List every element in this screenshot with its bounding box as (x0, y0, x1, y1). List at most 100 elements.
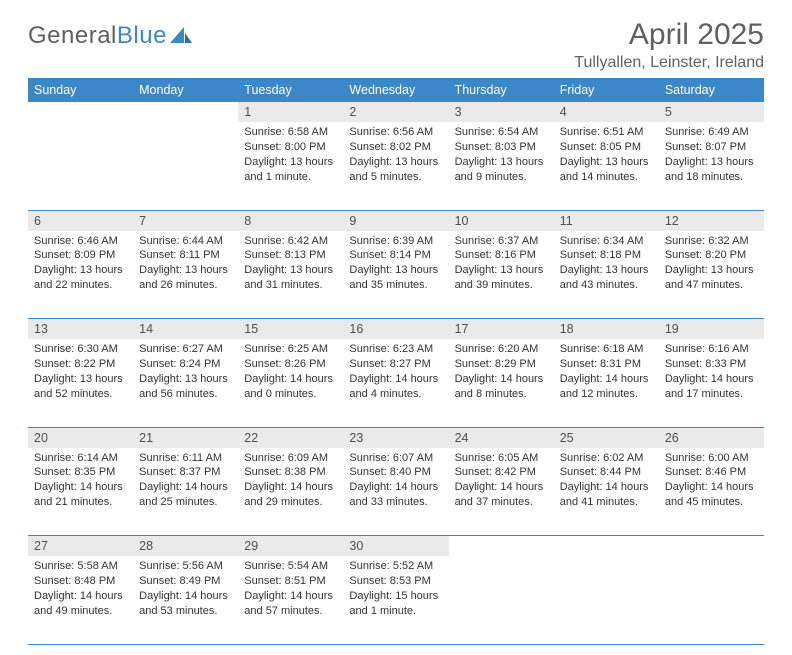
day-number-cell: 24 (449, 427, 554, 448)
day-details: Sunrise: 6:27 AMSunset: 8:24 PMDaylight:… (133, 339, 238, 407)
day-number-cell: 30 (343, 536, 448, 557)
sunrise: Sunrise: 6:51 AM (560, 125, 653, 140)
day-number: 12 (659, 211, 764, 231)
sunrise: Sunrise: 6:44 AM (139, 234, 232, 249)
day-body-cell: Sunrise: 6:37 AMSunset: 8:16 PMDaylight:… (449, 231, 554, 319)
day-details: Sunrise: 6:30 AMSunset: 8:22 PMDaylight:… (28, 339, 133, 407)
sunset: Sunset: 8:38 PM (244, 465, 337, 480)
day-header-row: SundayMondayTuesdayWednesdayThursdayFrid… (28, 78, 764, 102)
day-number: 27 (28, 536, 133, 556)
day-number: 14 (133, 319, 238, 339)
day-details: Sunrise: 6:23 AMSunset: 8:27 PMDaylight:… (343, 339, 448, 407)
day-body-cell: Sunrise: 6:25 AMSunset: 8:26 PMDaylight:… (238, 339, 343, 427)
week-body-row: Sunrise: 5:58 AMSunset: 8:48 PMDaylight:… (28, 556, 764, 644)
daylight: Daylight: 14 hours and 37 minutes. (455, 480, 548, 510)
day-number-cell: 5 (659, 102, 764, 122)
day-details: Sunrise: 6:58 AMSunset: 8:00 PMDaylight:… (238, 122, 343, 190)
sunset: Sunset: 8:05 PM (560, 140, 653, 155)
sunrise: Sunrise: 6:02 AM (560, 451, 653, 466)
day-body-cell: Sunrise: 6:16 AMSunset: 8:33 PMDaylight:… (659, 339, 764, 427)
day-number: 26 (659, 428, 764, 448)
location: Tullyallen, Leinster, Ireland (574, 54, 764, 72)
logo-text-2: Blue (117, 22, 167, 50)
daylight: Daylight: 14 hours and 4 minutes. (349, 372, 442, 402)
day-number: 8 (238, 211, 343, 231)
daylight: Daylight: 13 hours and 43 minutes. (560, 263, 653, 293)
day-details: Sunrise: 6:18 AMSunset: 8:31 PMDaylight:… (554, 339, 659, 407)
day-body-cell: Sunrise: 6:58 AMSunset: 8:00 PMDaylight:… (238, 122, 343, 210)
day-body-cell: Sunrise: 6:07 AMSunset: 8:40 PMDaylight:… (343, 448, 448, 536)
day-body-cell: Sunrise: 6:54 AMSunset: 8:03 PMDaylight:… (449, 122, 554, 210)
sunrise: Sunrise: 6:11 AM (139, 451, 232, 466)
sunrise: Sunrise: 6:34 AM (560, 234, 653, 249)
day-body-cell: Sunrise: 5:54 AMSunset: 8:51 PMDaylight:… (238, 556, 343, 644)
logo-sail-icon (170, 25, 192, 45)
day-number-cell: 12 (659, 210, 764, 231)
day-body-cell: Sunrise: 6:23 AMSunset: 8:27 PMDaylight:… (343, 339, 448, 427)
day-body-cell: Sunrise: 6:20 AMSunset: 8:29 PMDaylight:… (449, 339, 554, 427)
day-number: 24 (449, 428, 554, 448)
day-details: Sunrise: 6:00 AMSunset: 8:46 PMDaylight:… (659, 448, 764, 516)
day-body-cell: Sunrise: 6:46 AMSunset: 8:09 PMDaylight:… (28, 231, 133, 319)
sunset: Sunset: 8:49 PM (139, 574, 232, 589)
daylight: Daylight: 13 hours and 22 minutes. (34, 263, 127, 293)
daylight: Daylight: 13 hours and 52 minutes. (34, 372, 127, 402)
day-number: 28 (133, 536, 238, 556)
day-body-cell: Sunrise: 6:09 AMSunset: 8:38 PMDaylight:… (238, 448, 343, 536)
sunrise: Sunrise: 5:58 AM (34, 559, 127, 574)
week-daynum-row: 20212223242526 (28, 427, 764, 448)
day-number-cell: 2 (343, 102, 448, 122)
sunrise: Sunrise: 6:39 AM (349, 234, 442, 249)
day-body-cell (554, 556, 659, 644)
day-body-cell: Sunrise: 5:58 AMSunset: 8:48 PMDaylight:… (28, 556, 133, 644)
day-details: Sunrise: 6:54 AMSunset: 8:03 PMDaylight:… (449, 122, 554, 190)
day-header: Tuesday (238, 78, 343, 102)
day-number-cell: 11 (554, 210, 659, 231)
day-details: Sunrise: 6:07 AMSunset: 8:40 PMDaylight:… (343, 448, 448, 516)
day-number-cell: 17 (449, 319, 554, 340)
day-header: Sunday (28, 78, 133, 102)
daylight: Daylight: 14 hours and 45 minutes. (665, 480, 758, 510)
day-body-cell: Sunrise: 6:44 AMSunset: 8:11 PMDaylight:… (133, 231, 238, 319)
day-number: 10 (449, 211, 554, 231)
sunrise: Sunrise: 6:14 AM (34, 451, 127, 466)
sunrise: Sunrise: 6:30 AM (34, 342, 127, 357)
daylight: Daylight: 14 hours and 8 minutes. (455, 372, 548, 402)
day-details: Sunrise: 5:52 AMSunset: 8:53 PMDaylight:… (343, 556, 448, 624)
day-details: Sunrise: 6:16 AMSunset: 8:33 PMDaylight:… (659, 339, 764, 407)
day-header: Friday (554, 78, 659, 102)
day-body-cell: Sunrise: 6:32 AMSunset: 8:20 PMDaylight:… (659, 231, 764, 319)
day-details: Sunrise: 6:14 AMSunset: 8:35 PMDaylight:… (28, 448, 133, 516)
sunset: Sunset: 8:48 PM (34, 574, 127, 589)
day-number-cell: 21 (133, 427, 238, 448)
day-details: Sunrise: 6:46 AMSunset: 8:09 PMDaylight:… (28, 231, 133, 299)
sunset: Sunset: 8:29 PM (455, 357, 548, 372)
day-details: Sunrise: 6:49 AMSunset: 8:07 PMDaylight:… (659, 122, 764, 190)
day-body-cell: Sunrise: 6:14 AMSunset: 8:35 PMDaylight:… (28, 448, 133, 536)
day-number-cell: 1 (238, 102, 343, 122)
daylight: Daylight: 14 hours and 41 minutes. (560, 480, 653, 510)
week-daynum-row: 13141516171819 (28, 319, 764, 340)
day-details: Sunrise: 6:39 AMSunset: 8:14 PMDaylight:… (343, 231, 448, 299)
daylight: Daylight: 13 hours and 26 minutes. (139, 263, 232, 293)
logo: GeneralBlue (28, 22, 192, 50)
day-number: 1 (238, 102, 343, 122)
calendar-page: GeneralBlue April 2025 Tullyallen, Leins… (0, 0, 792, 655)
day-number-cell: 25 (554, 427, 659, 448)
day-details: Sunrise: 6:02 AMSunset: 8:44 PMDaylight:… (554, 448, 659, 516)
daylight: Daylight: 13 hours and 5 minutes. (349, 155, 442, 185)
day-header: Thursday (449, 78, 554, 102)
daylight: Daylight: 13 hours and 35 minutes. (349, 263, 442, 293)
day-number: 18 (554, 319, 659, 339)
day-body-cell: Sunrise: 6:18 AMSunset: 8:31 PMDaylight:… (554, 339, 659, 427)
day-number-cell: 27 (28, 536, 133, 557)
sunset: Sunset: 8:02 PM (349, 140, 442, 155)
day-number-cell (554, 536, 659, 557)
day-number-cell: 28 (133, 536, 238, 557)
daylight: Daylight: 14 hours and 17 minutes. (665, 372, 758, 402)
day-number: 19 (659, 319, 764, 339)
day-details: Sunrise: 5:54 AMSunset: 8:51 PMDaylight:… (238, 556, 343, 624)
day-number-cell: 20 (28, 427, 133, 448)
day-number-cell (659, 536, 764, 557)
week-daynum-row: 12345 (28, 102, 764, 122)
